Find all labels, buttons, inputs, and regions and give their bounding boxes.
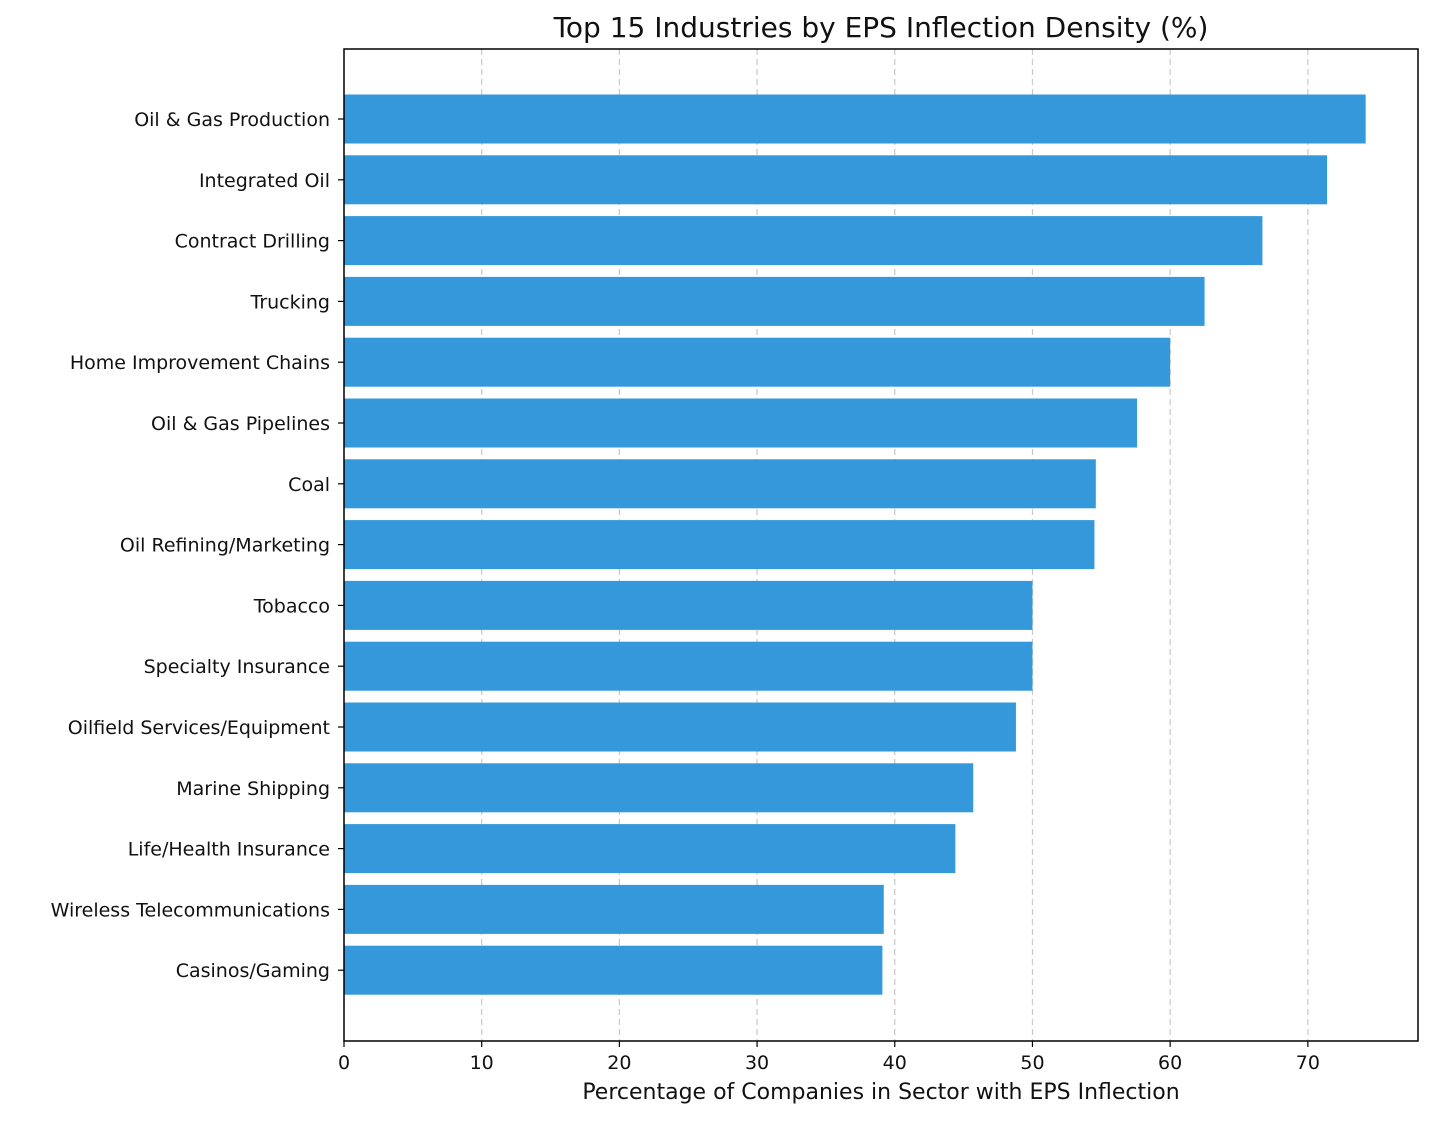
x-tick-label: 30 bbox=[745, 1052, 769, 1074]
y-category-label: Life/Health Insurance bbox=[128, 839, 330, 861]
x-tick-label: 50 bbox=[1020, 1052, 1044, 1074]
bar-coal bbox=[344, 459, 1096, 509]
x-tick-label: 0 bbox=[338, 1052, 350, 1074]
y-category-label: Oilfield Services/Equipment bbox=[68, 717, 330, 739]
y-category-label: Integrated Oil bbox=[199, 170, 330, 192]
y-category-label: Tobacco bbox=[253, 595, 330, 617]
bar-integrated-oil bbox=[344, 155, 1328, 205]
x-tick-label: 40 bbox=[883, 1052, 907, 1074]
bar-contract-drilling bbox=[344, 216, 1263, 266]
y-category-label: Home Improvement Chains bbox=[70, 352, 330, 374]
x-tick-label: 70 bbox=[1296, 1052, 1320, 1074]
bars bbox=[344, 94, 1366, 995]
y-category-label: Wireless Telecommunications bbox=[51, 899, 330, 921]
y-axis-ticks: Oil & Gas Production Integrated Oil Contra… bbox=[51, 109, 344, 982]
y-category-label: Oil Refining/Marketing bbox=[120, 535, 330, 557]
y-category-label: Trucking bbox=[250, 291, 331, 313]
y-category-label: Coal bbox=[288, 474, 330, 496]
bar-home-improvement-chains bbox=[344, 337, 1171, 387]
y-category-label: Oil & Gas Pipelines bbox=[151, 413, 330, 435]
x-axis-ticks: 0 10 20 30 40 50 60 70 bbox=[338, 1041, 1320, 1074]
bar-wireless-telecommunications bbox=[344, 884, 884, 934]
y-category-label: Marine Shipping bbox=[176, 778, 330, 800]
y-category-label: Contract Drilling bbox=[175, 231, 330, 253]
bar-oilfield-services-equipment bbox=[344, 702, 1016, 752]
bar-life-health-insurance bbox=[344, 824, 956, 874]
bar-specialty-insurance bbox=[344, 641, 1033, 691]
y-category-label: Specialty Insurance bbox=[144, 656, 330, 678]
bar-casinos-gaming bbox=[344, 945, 883, 995]
bar-oil-refining-marketing bbox=[344, 520, 1095, 570]
bar-marine-shipping bbox=[344, 763, 974, 813]
x-tick-label: 10 bbox=[470, 1052, 494, 1074]
bar-oil-gas-pipelines bbox=[344, 398, 1138, 448]
y-category-label: Casinos/Gaming bbox=[176, 960, 330, 982]
y-category-label: Oil & Gas Production bbox=[134, 109, 330, 131]
bar-tobacco bbox=[344, 580, 1033, 630]
bar-trucking bbox=[344, 276, 1205, 326]
x-tick-label: 60 bbox=[1158, 1052, 1182, 1074]
x-axis-label: Percentage of Companies in Sector with E… bbox=[582, 1080, 1179, 1105]
bar-oil-gas-production bbox=[344, 94, 1366, 144]
x-tick-label: 20 bbox=[607, 1052, 631, 1074]
chart-title: Top 15 Industries by EPS Inflection Dens… bbox=[553, 11, 1209, 44]
